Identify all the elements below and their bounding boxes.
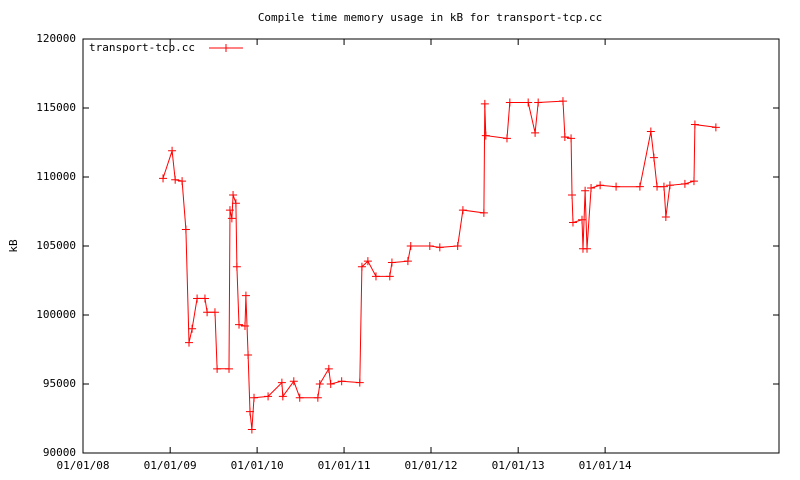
y-tick-label: 115000: [36, 101, 76, 114]
point-marker: [646, 127, 655, 136]
point-marker: [245, 407, 254, 416]
point-marker: [385, 272, 394, 281]
point-marker: [435, 243, 444, 252]
point-marker: [250, 393, 259, 402]
point-marker: [596, 181, 605, 190]
point-marker: [231, 199, 240, 208]
point-marker: [649, 153, 658, 162]
point-marker: [534, 98, 543, 107]
point-marker: [680, 179, 689, 188]
x-tick-label: 01/01/10: [231, 459, 284, 472]
point-marker: [355, 378, 364, 387]
point-marker: [289, 377, 298, 386]
point-marker: [558, 97, 567, 106]
point-marker: [278, 392, 287, 401]
point-marker: [371, 272, 380, 281]
point-marker: [653, 182, 662, 191]
point-marker: [184, 338, 193, 347]
point-marker: [324, 364, 333, 373]
point-marker: [357, 262, 366, 271]
point-marker: [479, 208, 488, 217]
point-marker: [665, 181, 674, 190]
point-marker: [581, 186, 590, 195]
point-marker: [690, 120, 699, 129]
y-axis-label: kB: [7, 239, 20, 253]
series-line: [162, 100, 716, 430]
point-marker: [200, 294, 209, 303]
point-marker: [225, 206, 234, 215]
y-tick-label: 100000: [36, 308, 76, 321]
point-marker: [453, 242, 462, 250]
point-marker: [240, 322, 249, 331]
point-marker: [264, 392, 273, 401]
point-marker: [587, 184, 596, 193]
point-marker: [193, 294, 202, 303]
point-marker: [227, 214, 236, 223]
point-marker: [661, 213, 670, 222]
point-marker: [277, 378, 286, 387]
y-tick-label: 95000: [43, 377, 76, 390]
point-marker: [171, 175, 180, 184]
x-tick-label: 01/01/12: [405, 459, 458, 472]
point-marker: [480, 99, 489, 108]
point-marker: [247, 425, 256, 434]
point-marker: [505, 98, 514, 107]
point-marker: [326, 380, 335, 388]
point-marker: [315, 380, 324, 388]
point-marker: [178, 177, 187, 186]
point-marker: [168, 146, 177, 155]
y-tick-label: 90000: [43, 446, 76, 459]
point-marker: [313, 393, 322, 402]
x-tick-label: 01/01/11: [318, 459, 371, 472]
x-tick-label: 01/01/08: [57, 459, 110, 472]
point-marker: [181, 225, 190, 234]
point-marker: [568, 190, 577, 199]
x-tick-label: 01/01/09: [144, 459, 197, 472]
point-marker: [225, 364, 234, 373]
point-marker: [635, 182, 644, 191]
point-marker: [203, 308, 212, 317]
point-marker: [425, 242, 434, 250]
point-marker: [188, 324, 197, 333]
point-marker: [567, 134, 576, 143]
y-tick-label: 105000: [36, 239, 76, 252]
point-marker: [458, 206, 467, 215]
point-marker: [295, 393, 304, 402]
point-marker: [213, 364, 222, 373]
point-marker: [159, 174, 168, 183]
point-marker: [502, 134, 511, 143]
point-marker: [387, 258, 396, 267]
point-marker: [560, 132, 569, 141]
point-marker: [235, 320, 244, 329]
x-tick-label: 01/01/14: [579, 459, 632, 472]
point-marker: [232, 262, 241, 271]
point-marker: [531, 128, 540, 137]
point-marker: [481, 131, 490, 140]
chart-title: Compile time memory usage in kB for tran…: [258, 11, 602, 24]
point-marker: [406, 242, 415, 250]
legend-label: transport-tcp.cc: [89, 41, 195, 54]
point-marker: [403, 257, 412, 266]
y-tick-label: 110000: [36, 170, 76, 183]
point-marker: [524, 98, 533, 107]
x-tick-label: 01/01/13: [492, 459, 545, 472]
y-tick-label: 120000: [36, 32, 76, 45]
point-marker: [229, 190, 238, 199]
legend-marker: [222, 44, 230, 52]
point-marker: [578, 215, 587, 224]
point-marker: [659, 182, 668, 191]
point-marker: [568, 218, 577, 227]
point-marker: [583, 244, 592, 253]
point-marker: [612, 182, 621, 191]
point-marker: [241, 291, 250, 300]
point-marker: [337, 377, 346, 386]
point-marker: [363, 257, 372, 266]
point-marker: [711, 123, 720, 132]
point-marker: [210, 308, 219, 317]
point-marker: [244, 351, 253, 360]
point-marker: [689, 177, 698, 186]
